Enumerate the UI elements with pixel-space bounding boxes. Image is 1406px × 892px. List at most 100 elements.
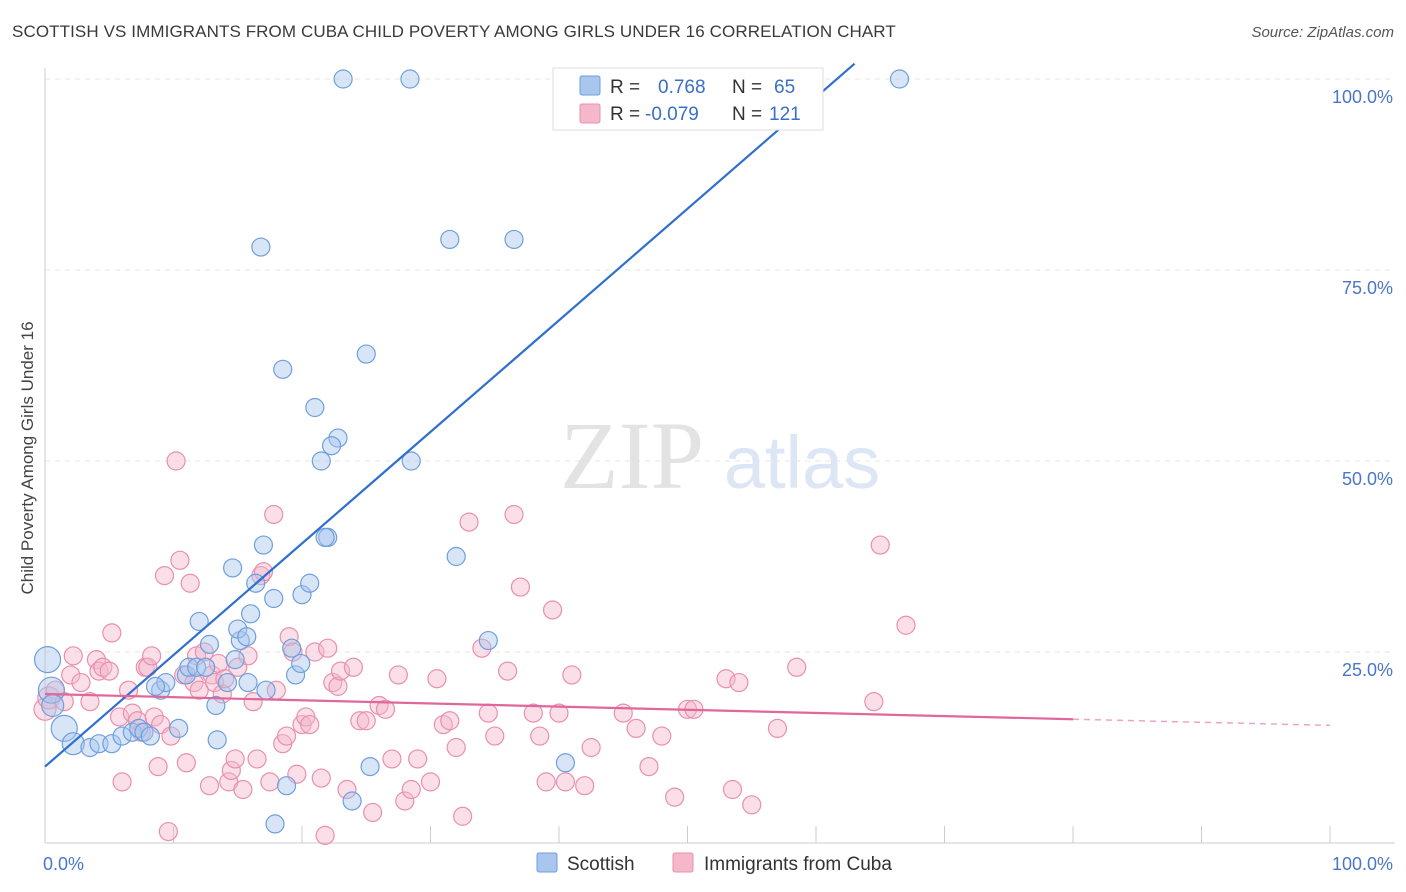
cuba-point-116 <box>767 718 788 739</box>
cuba-point-108 <box>652 726 672 746</box>
scottish-point-22 <box>199 634 220 654</box>
cuba-point-25 <box>154 565 175 586</box>
scottish-point-1 <box>37 676 66 704</box>
cuba-point-9 <box>89 661 109 681</box>
cuba-point-92 <box>485 726 505 746</box>
y-tick-label-0: 25.0% <box>1342 660 1393 680</box>
legend-n-label-cuba: N = <box>732 104 762 125</box>
cuba-point-67 <box>318 638 338 658</box>
legend-r-value-scottish: 0.768 <box>658 77 706 98</box>
cuba-point-97 <box>530 726 550 746</box>
cuba-point-84 <box>427 669 447 689</box>
bottom-legend-swatch-scottish <box>536 852 558 873</box>
scottish-point-0 <box>33 646 62 674</box>
cuba-point-65 <box>311 768 331 788</box>
watermark-atlas: atlas <box>724 421 880 504</box>
scottish-point-53 <box>504 229 524 250</box>
cuba-point-107 <box>639 756 659 777</box>
cuba-point-103 <box>575 776 595 796</box>
cuba-point-47 <box>233 779 253 800</box>
scottish-point-3 <box>50 714 78 743</box>
scottish-point-41 <box>311 451 331 471</box>
cuba-point-15 <box>118 680 139 700</box>
cuba-point-117 <box>787 657 807 677</box>
cuba-point-99 <box>542 600 563 620</box>
trend-layer <box>44 62 1331 768</box>
scottish-point-21 <box>196 657 216 677</box>
grid-layer <box>45 78 1395 653</box>
y-tick-label-3: 100.0% <box>1332 87 1393 107</box>
scottish-point-62 <box>315 527 335 548</box>
cuba-point-82 <box>408 749 428 769</box>
cuba-point-7 <box>80 692 100 712</box>
cuba-point-74 <box>356 711 376 731</box>
scottish-point-31 <box>237 627 257 647</box>
cuba-point-57 <box>276 726 297 746</box>
cuba-point-13 <box>109 707 130 727</box>
cuba-point-86 <box>440 711 460 731</box>
scottish-point-54 <box>555 753 576 773</box>
cuba-point-71 <box>337 779 357 800</box>
cuba-point-106 <box>626 718 646 739</box>
watermark-zip: ZIP <box>560 402 704 509</box>
scottish-point-18 <box>179 657 199 677</box>
scottish-point-2 <box>41 693 65 718</box>
cuba-point-120 <box>896 615 916 635</box>
scottish-point-7 <box>102 734 122 754</box>
scottish-point-64 <box>300 573 320 593</box>
series-cuba-points <box>33 451 916 845</box>
bottom-legend-swatch-cuba <box>672 852 694 873</box>
cuba-point-68 <box>323 672 343 693</box>
cuba-point-31 <box>176 753 196 773</box>
cuba-point-105 <box>613 703 633 723</box>
cuba-point-50 <box>247 749 267 769</box>
scottish-point-42 <box>328 428 348 448</box>
series-scottish-points <box>33 69 910 834</box>
cuba-point-101 <box>555 772 576 792</box>
cuba-point-90 <box>472 638 492 658</box>
chart-source: Source: ZipAtlas.com <box>1251 24 1394 41</box>
watermark: ZIP atlas <box>560 402 880 509</box>
cuba-point-38 <box>202 665 222 685</box>
cuba-point-21 <box>142 646 162 666</box>
scottish-point-23 <box>206 695 226 716</box>
bottom-legend-label-scottish: Scottish <box>567 854 635 875</box>
cuba-point-69 <box>328 676 348 696</box>
scottish-point-20 <box>189 611 209 632</box>
cuba-point-29 <box>170 550 190 570</box>
cuba-point-89 <box>459 512 479 532</box>
y-tick-label-2: 75.0% <box>1342 278 1393 298</box>
cuba-point-119 <box>870 535 890 555</box>
scottish-point-52 <box>478 630 498 651</box>
cuba-point-79 <box>388 665 408 685</box>
scottish-point-25 <box>217 672 238 693</box>
cuba-point-54 <box>264 504 284 525</box>
chart-title: SCOTTISH VS IMMIGRANTS FROM CUBA CHILD P… <box>12 22 896 41</box>
scottish-point-47 <box>360 756 380 777</box>
cuba-point-6 <box>71 672 91 693</box>
stats-legend: R = 0.768 N = 65 R = -0.079 N = 121 <box>552 67 824 131</box>
cuba-point-8 <box>86 650 107 670</box>
cuba-point-113 <box>722 779 743 800</box>
cuba-point-11 <box>99 661 119 681</box>
axis-layer: 25.0% 50.0% 75.0% 100.0% 0.0% 100.0% <box>43 68 1395 874</box>
cuba-point-96 <box>523 703 543 723</box>
cuba-point-45 <box>225 749 245 769</box>
cuba-point-112 <box>716 669 736 689</box>
cuba-point-115 <box>742 795 762 815</box>
cuba-point-104 <box>581 737 601 758</box>
scottish-point-17 <box>176 665 196 685</box>
cuba-point-73 <box>350 711 370 731</box>
scottish-point-63 <box>342 791 362 811</box>
cuba-point-94 <box>504 504 524 525</box>
cuba-point-37 <box>199 776 220 796</box>
x-tick-label-1: 100.0% <box>1332 854 1393 874</box>
cuba-point-80 <box>395 791 415 811</box>
cuba-point-109 <box>665 787 685 807</box>
scottish-point-36 <box>273 359 293 379</box>
scottish-point-49 <box>400 69 420 89</box>
cuba-point-83 <box>420 772 441 792</box>
cuba-point-102 <box>562 665 582 685</box>
cuba-point-70 <box>330 661 351 681</box>
cuba-point-4 <box>61 665 81 685</box>
